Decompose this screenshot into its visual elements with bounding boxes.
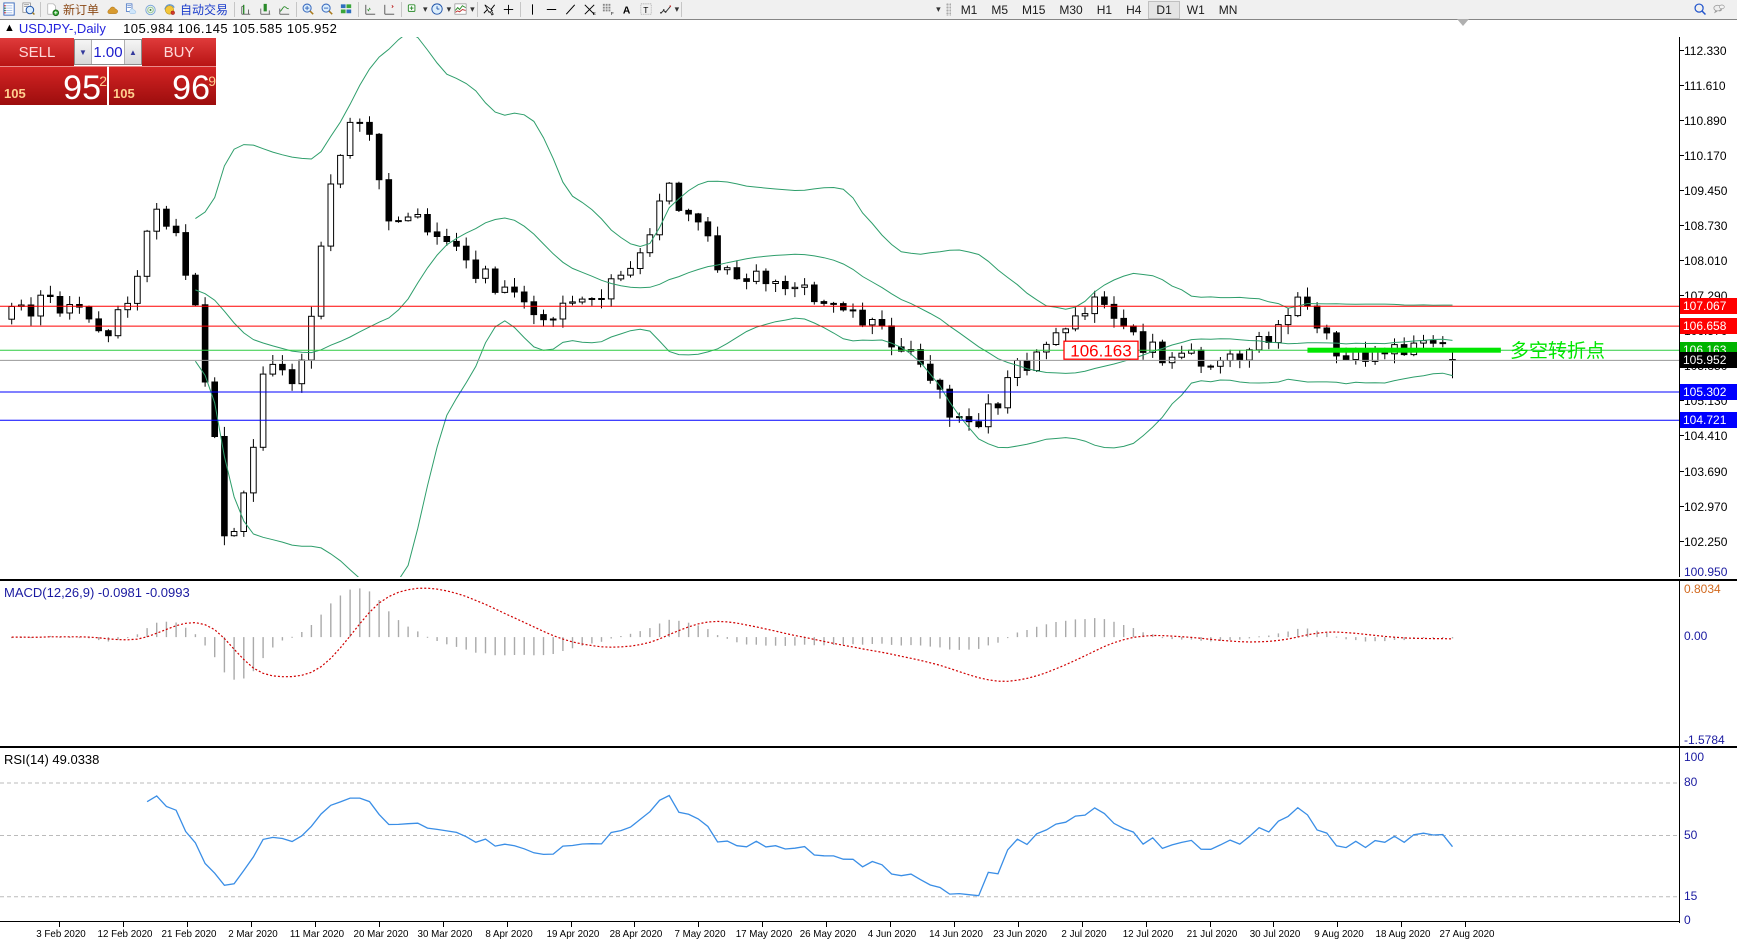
svg-text:E: E (592, 11, 595, 16)
svg-text:T: T (643, 5, 648, 15)
svg-text:106.163: 106.163 (1070, 342, 1131, 361)
svg-text:多空转折点: 多空转折点 (1510, 340, 1605, 362)
svg-text:A: A (622, 5, 630, 16)
svg-text:F: F (610, 11, 613, 16)
